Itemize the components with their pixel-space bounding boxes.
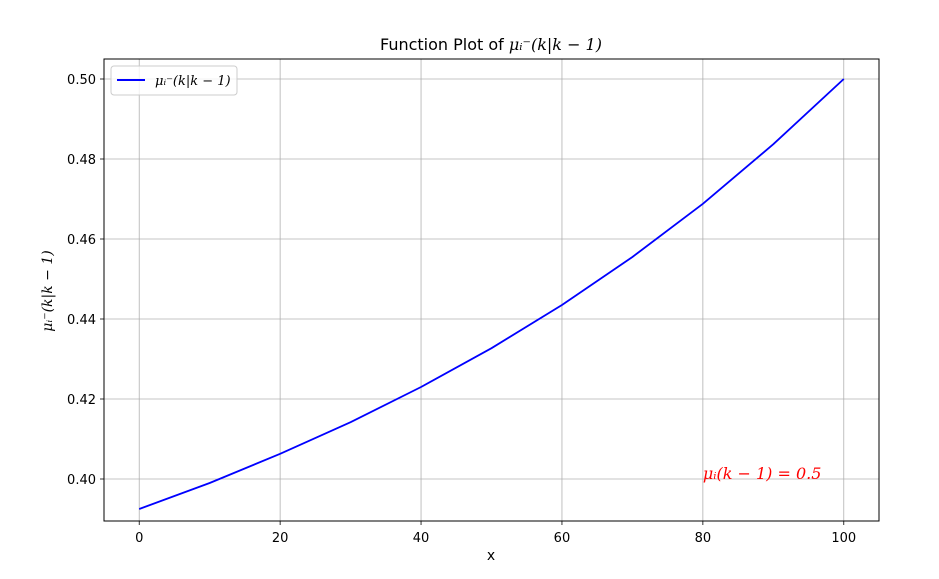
- y-axis-ticks: 0.40 0.42 0.44 0.46 0.48 0.50: [67, 73, 104, 488]
- chart-title-math: μᵢ⁻(k|k − 1): [509, 35, 602, 54]
- series-layer: [138, 78, 845, 510]
- series-line: [138, 78, 845, 510]
- plot-frame: [103, 58, 880, 522]
- x-tick-label: 40: [413, 531, 430, 546]
- x-tick-label: 80: [695, 531, 712, 546]
- annotation-text: μᵢ(k − 1) = 0.5: [703, 464, 822, 483]
- x-axis-label: x: [487, 548, 495, 564]
- y-tick-label: 0.48: [67, 153, 96, 168]
- y-tick-label: 0.46: [67, 233, 96, 248]
- legend-box: [110, 65, 238, 96]
- grid: [104, 59, 879, 521]
- y-axis-label: μᵢ⁻(k|k − 1): [40, 250, 56, 331]
- x-tick-label: 20: [272, 531, 289, 546]
- legend-label: μᵢ⁻(k|k − 1): [155, 74, 231, 89]
- legend: μᵢ⁻(k|k − 1): [110, 65, 238, 96]
- chart-title: Function Plot of μᵢ⁻(k|k − 1): [380, 35, 602, 54]
- x-tick-label: 0: [135, 531, 143, 546]
- x-tick-label: 60: [554, 531, 571, 546]
- chart-title-prefix: Function Plot of: [380, 35, 509, 54]
- x-tick-label: 100: [831, 531, 856, 546]
- annotations: μᵢ(k − 1) = 0.5: [703, 464, 822, 483]
- y-tick-label: 0.42: [67, 393, 96, 408]
- x-axis-ticks: 0 20 40 60 80 100: [135, 521, 856, 546]
- y-tick-label: 0.50: [67, 73, 96, 88]
- y-tick-label: 0.40: [67, 473, 96, 488]
- y-tick-label: 0.44: [67, 313, 96, 328]
